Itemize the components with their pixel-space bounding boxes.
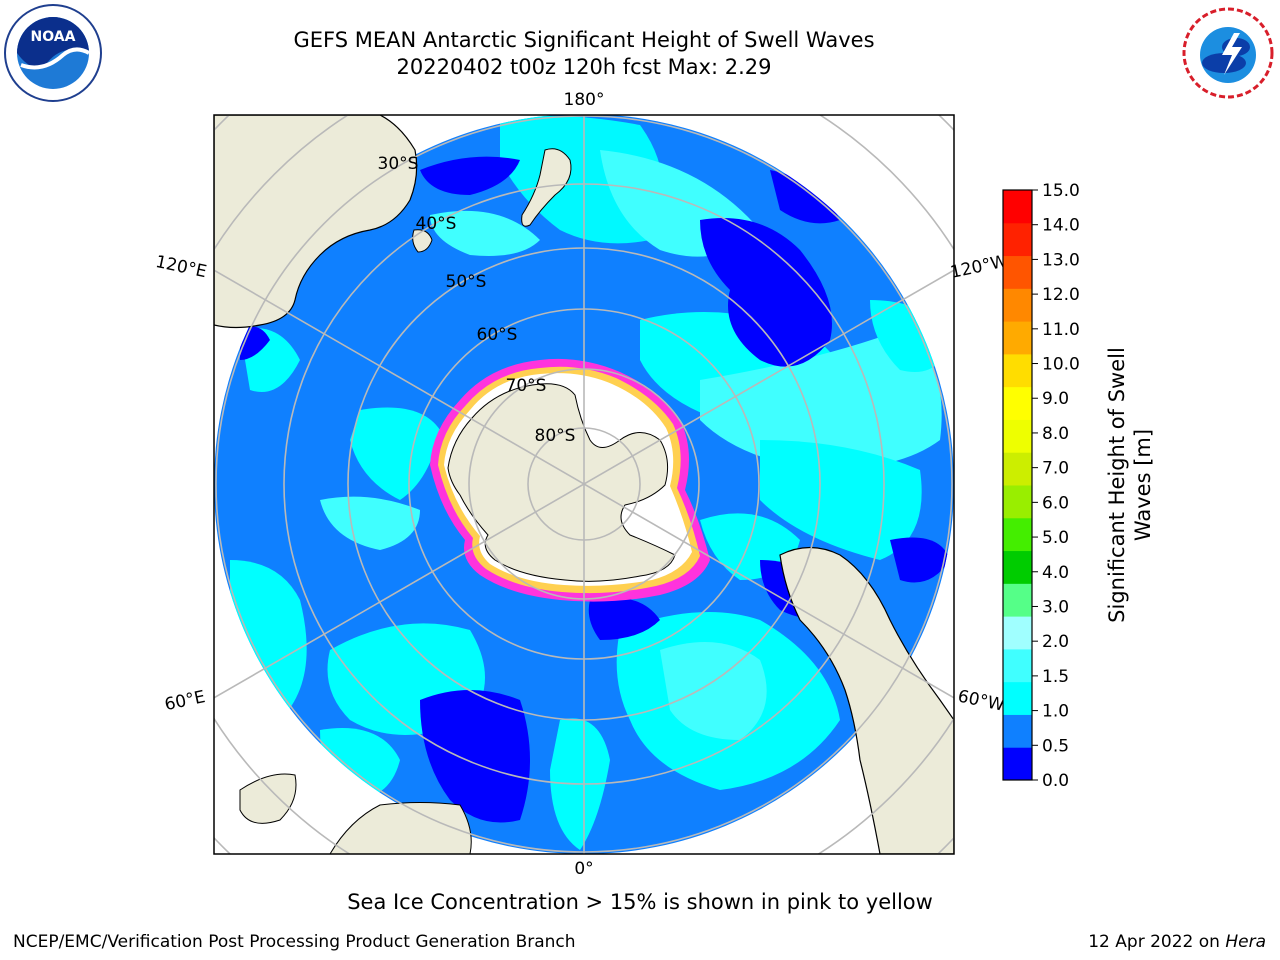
lat-label-80s: 80°S <box>535 426 576 446</box>
south-america-land <box>779 546 954 854</box>
colorbar-tick-label: 9.0 <box>1042 389 1069 409</box>
date-text: 12 Apr 2022 on <box>1088 932 1220 952</box>
antarctica-land <box>447 383 676 582</box>
colorbar-segment <box>1003 419 1032 453</box>
colorbar-segment <box>1003 583 1032 617</box>
colorbar-label-line1: Significant Height of Swell <box>1105 347 1129 623</box>
lon-label-0: 0° <box>574 859 593 879</box>
colorbar-tick-label: 8.0 <box>1042 424 1069 444</box>
colorbar-tick-label: 15.0 <box>1042 181 1080 201</box>
colorbar-tick-label: 5.0 <box>1042 528 1069 548</box>
colorbar-tick-label: 11.0 <box>1042 320 1080 340</box>
nws-logo <box>1180 5 1276 101</box>
chart-title: GEFS MEAN Antarctic Significant Height o… <box>293 28 875 52</box>
colorbar-segment <box>1003 190 1032 224</box>
colorbar: 0.0 0.5 1.0 1.5 2.0 3.0 4.0 5.0 6.0 7.0 8.0 9.0 10.0… <box>1002 181 1080 791</box>
colorbar-segment <box>1003 681 1032 715</box>
map-frame <box>213 114 955 855</box>
lon-label-120w: 120°W <box>949 251 1010 283</box>
noaa-logo-text: NOAA <box>31 29 76 45</box>
colorbar-segment <box>1003 714 1032 748</box>
colorbar-segment <box>1003 747 1032 781</box>
colorbar-tick-label: 14.0 <box>1042 216 1080 236</box>
colorbar-segment <box>1003 288 1032 322</box>
colorbar-tick-label: 7.0 <box>1042 459 1069 479</box>
australia-land <box>214 115 418 329</box>
credit-text: NCEP/EMC/Verification Post Processing Pr… <box>13 932 576 952</box>
colorbar-tick-label: 1.0 <box>1042 702 1069 722</box>
colorbar-segment <box>1003 648 1032 683</box>
host-name: Hera <box>1225 932 1266 952</box>
colorbar-segment <box>1003 517 1032 552</box>
lat-label-40s: 40°S <box>416 214 457 234</box>
colorbar-segment <box>1003 452 1032 486</box>
colorbar-segment <box>1003 321 1032 355</box>
colorbar-label-line2: Waves [m] <box>1131 429 1155 541</box>
colorbar-tick-label: 12.0 <box>1042 285 1080 305</box>
colorbar-segment <box>1003 386 1032 420</box>
colorbar-tick-label: 0.0 <box>1042 771 1069 791</box>
sea-ice-caption: Sea Ice Concentration > 15% is shown in … <box>347 890 933 914</box>
colorbar-tick-label: 10.0 <box>1042 355 1080 375</box>
lat-label-60s: 60°S <box>477 325 518 345</box>
colorbar-tick-label: 2.0 <box>1042 632 1069 652</box>
madagascar-africa-land <box>329 802 472 854</box>
colorbar-segment <box>1003 485 1032 519</box>
lat-label-70s: 70°S <box>506 376 547 396</box>
colorbar-tick-label: 0.5 <box>1042 736 1069 756</box>
colorbar-segment <box>1003 353 1032 388</box>
colorbar-segment <box>1003 222 1032 257</box>
lon-label-180: 180° <box>564 90 605 110</box>
colorbar-segment <box>1003 616 1032 650</box>
colorbar-segment <box>1003 255 1032 289</box>
colorbar-segment <box>1003 550 1032 584</box>
colorbar-tick-label: 1.5 <box>1042 667 1069 687</box>
colorbar-frame <box>1002 189 1033 781</box>
colorbar-tick-label: 6.0 <box>1042 493 1069 513</box>
lon-label-60w: 60°W <box>956 686 1006 715</box>
chart-subtitle: 20220402 t00z 120h fcst Max: 2.29 <box>396 55 772 79</box>
new-zealand-land <box>521 148 572 227</box>
lat-label-50s: 50°S <box>446 272 487 292</box>
lon-label-60e: 60°E <box>163 687 207 715</box>
colorbar-tick-label: 3.0 <box>1042 597 1069 617</box>
noaa-logo: NOAA <box>4 4 102 102</box>
lon-label-120e: 120°E <box>154 252 209 282</box>
date-stamp: 12 Apr 2022 on Hera <box>1088 932 1266 952</box>
colorbar-tick-label: 4.0 <box>1042 563 1069 583</box>
lat-label-30s: 30°S <box>378 154 419 174</box>
colorbar-tick-label: 13.0 <box>1042 250 1080 270</box>
graticule <box>214 115 954 854</box>
